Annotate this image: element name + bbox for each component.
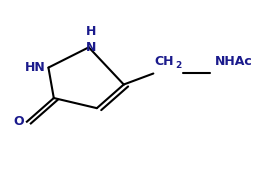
Text: 2: 2 xyxy=(175,61,181,70)
Text: NHAc: NHAc xyxy=(215,55,253,68)
Text: O: O xyxy=(14,115,24,128)
Text: HN: HN xyxy=(25,61,46,74)
Text: CH: CH xyxy=(155,55,174,68)
Text: H: H xyxy=(86,25,97,38)
Text: N: N xyxy=(86,41,97,54)
